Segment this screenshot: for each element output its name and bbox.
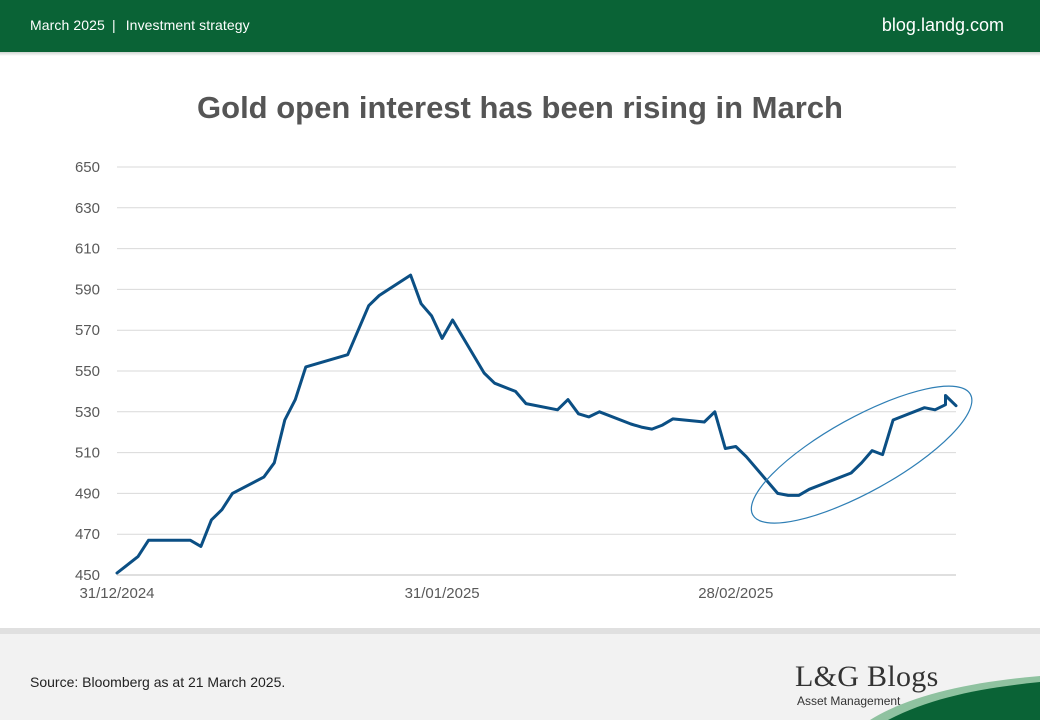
footer: Source: Bloomberg as at 21 March 2025. L… xyxy=(0,628,1040,720)
x-tick-label: 31/12/2024 xyxy=(79,585,154,602)
logo-wordmark: L&G Blogs xyxy=(795,660,939,693)
site-link[interactable]: blog.landg.com xyxy=(881,15,1004,35)
x-tick-label: 28/02/2025 xyxy=(698,585,773,602)
header-category[interactable]: Investment strategy xyxy=(125,17,250,33)
header-date: March 2025 xyxy=(30,17,105,33)
y-tick-label: 510 xyxy=(75,445,100,462)
chart-title: Gold open interest has been rising in Ma… xyxy=(197,90,843,125)
y-tick-label: 630 xyxy=(75,200,100,217)
source-note: Source: Bloomberg as at 21 March 2025. xyxy=(30,674,286,690)
header-shadow xyxy=(0,52,1040,56)
logo-subtitle: Asset Management xyxy=(797,694,901,708)
highlight-ellipse xyxy=(750,385,973,524)
header-bar: March 2025 | Investment strategy blog.la… xyxy=(0,0,1040,52)
y-tick-label: 590 xyxy=(75,281,100,298)
header-separator: | xyxy=(111,17,116,33)
brand-logo[interactable]: L&G Blogs Asset Management xyxy=(795,660,939,709)
header-meta: March 2025 | Investment strategy xyxy=(30,17,250,33)
y-tick-label: 550 xyxy=(75,363,100,380)
y-tick-label: 450 xyxy=(75,567,100,584)
y-tick-label: 610 xyxy=(75,241,100,258)
y-tick-label: 530 xyxy=(75,404,100,421)
y-tick-label: 570 xyxy=(75,322,100,339)
line-chart: 450 470 490 510 530 550 570 590 610 630 650 31/12/2… xyxy=(75,159,973,602)
y-tick-label: 650 xyxy=(75,159,100,176)
y-tick-label: 490 xyxy=(75,485,100,502)
y-tick-label: 470 xyxy=(75,526,100,543)
x-tick-label: 31/01/2025 xyxy=(405,585,480,602)
series-line-0 xyxy=(115,273,958,575)
green-swoosh-decoration xyxy=(870,676,1040,720)
